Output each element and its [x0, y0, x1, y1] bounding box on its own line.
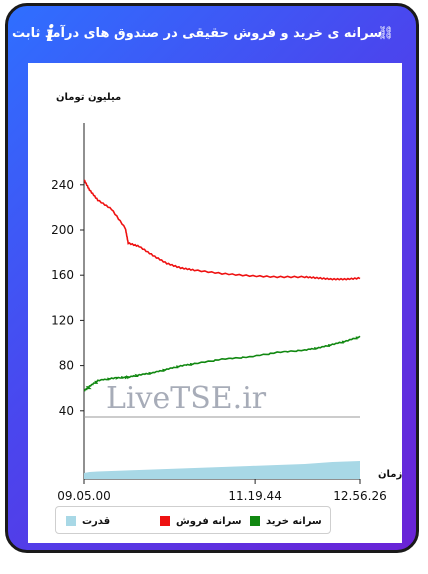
legend-swatch-power [66, 516, 76, 526]
legend-label-power: قدرت [82, 515, 111, 527]
y-tick-label: 200 [51, 223, 74, 237]
legend-label-buy: سرانه خرید [266, 515, 322, 527]
legend-item-buy[interactable]: سرانه خرید [250, 514, 322, 528]
legend-item-sell[interactable]: سرانه فروش [160, 514, 242, 528]
x-tick-label: 12.56.26 [333, 489, 386, 503]
y-tick-label: 80 [59, 359, 74, 373]
series-line-sell [83, 179, 361, 281]
y-tick-label: 120 [51, 313, 74, 327]
legend: قدرت سرانه فروش سرانه خرید [55, 506, 331, 534]
link-icon[interactable]: ⛓ [377, 26, 394, 41]
chart-card: i سرانه ی خرید و فروش حقیقی در صندوق های… [5, 3, 419, 553]
y-tick-label: 160 [51, 268, 74, 282]
info-icon[interactable]: i [46, 21, 55, 47]
legend-label-sell: سرانه فروش [176, 515, 242, 527]
y-axis-label: میلیون تومان [56, 92, 121, 103]
series-area-power [84, 461, 360, 479]
legend-swatch-sell [160, 516, 170, 526]
x-tick-label: 09.05.00 [57, 489, 110, 503]
chart-svg: میلیون تومان زمان LiveTSE.ir 40 80 120 160 2… [51, 92, 402, 503]
card-header: i سرانه ی خرید و فروش حقیقی در صندوق های… [8, 6, 416, 61]
legend-item-power[interactable]: قدرت [66, 514, 110, 528]
x-axis-label: زمان [378, 469, 402, 480]
watermark: LiveTSE.ir [106, 381, 267, 416]
y-tick-label: 240 [51, 178, 74, 192]
y-tick-label: 40 [59, 404, 74, 418]
chart-title: سرانه ی خرید و فروش حقیقی در صندوق های د… [12, 26, 382, 41]
series-line-buy [83, 335, 361, 392]
chart-panel: میلیون تومان زمان LiveTSE.ir 40 80 120 160 2… [28, 63, 402, 543]
x-tick-label: 11.19.44 [228, 489, 281, 503]
legend-swatch-buy [250, 516, 260, 526]
plot-area: 40 80 120 160 200 240 09.05.00 11.19.44 12.56.26 [51, 123, 387, 503]
